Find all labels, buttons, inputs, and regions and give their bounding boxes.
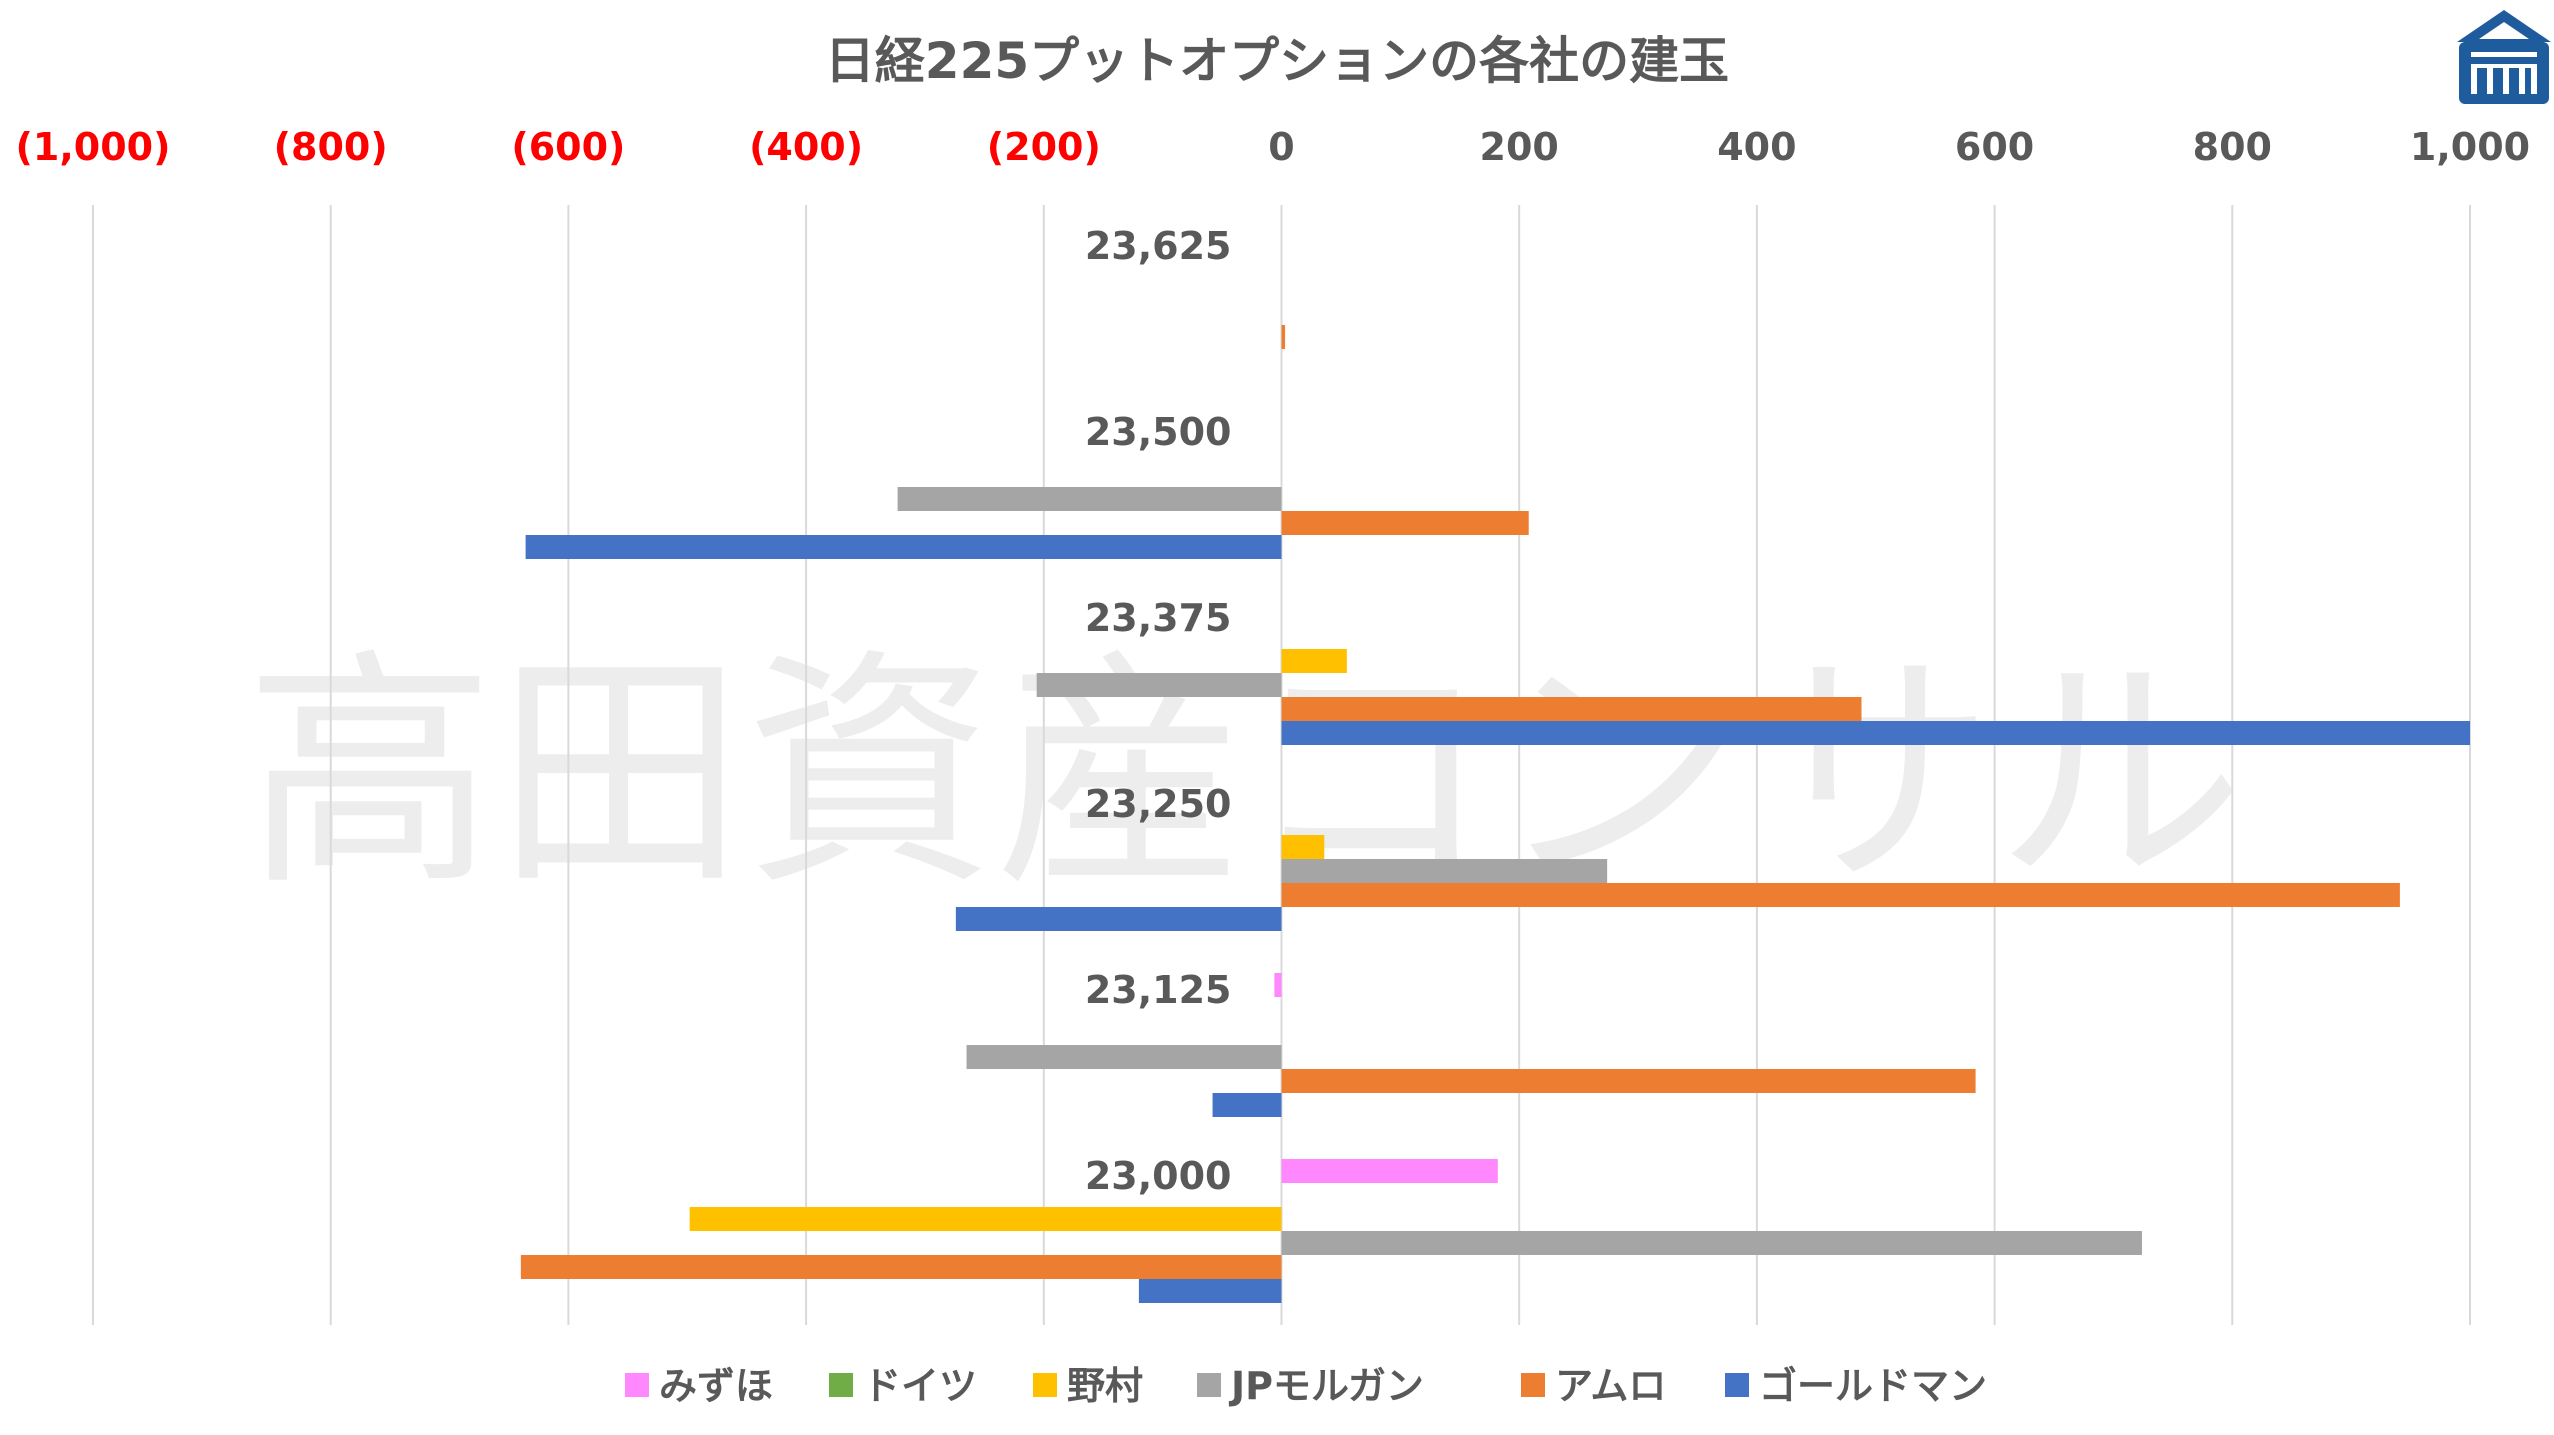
category-label: 23,125 (1085, 968, 1232, 1012)
x-tick-label: 200 (1480, 125, 1559, 169)
category-labels: 23,625 23,500 23,375 23,250 23,125 23,000 (1085, 224, 1232, 1198)
x-tick-label: (1,000) (16, 125, 171, 169)
bar (1281, 325, 1286, 349)
bar (1281, 697, 1862, 721)
legend-label: JPモルガン (1228, 1364, 1424, 1408)
legend-swatch (1521, 1373, 1545, 1397)
x-tick-label: (200) (987, 125, 1101, 169)
legend-swatch (1033, 1373, 1057, 1397)
legend-swatch (1725, 1373, 1749, 1397)
legend: みずほ ドイツ 野村 JPモルガン アムロ ゴールドマン (625, 1364, 1987, 1408)
bar (955, 907, 1282, 931)
bar (1281, 1069, 1976, 1093)
x-tick-label: 0 (1268, 125, 1294, 169)
bar (897, 487, 1282, 511)
legend-swatch (625, 1373, 649, 1397)
x-tick-label: 800 (2193, 125, 2272, 169)
bar (1274, 973, 1282, 997)
bar (1281, 883, 2400, 907)
bar (966, 1045, 1282, 1069)
bar (1138, 1279, 1282, 1303)
x-tick-label: (600) (511, 125, 625, 169)
bar (520, 1255, 1282, 1279)
bar (1281, 721, 2470, 745)
category-label: 23,000 (1085, 1154, 1232, 1198)
bar (1281, 1159, 1498, 1183)
bar (689, 1207, 1282, 1231)
watermark: 高田資産コンサル (245, 628, 2245, 919)
gridlines (92, 205, 2471, 1325)
bar (1281, 1231, 2142, 1255)
bar (1036, 673, 1282, 697)
x-tick-label: 600 (1955, 125, 2034, 169)
x-tick-label: (800) (274, 125, 388, 169)
bar (1281, 649, 1347, 673)
bar (1281, 511, 1529, 535)
category-label: 23,500 (1085, 410, 1232, 454)
bar (1281, 859, 1608, 883)
legend-label: みずほ (659, 1364, 773, 1408)
bar (525, 535, 1282, 559)
legend-label: 野村 (1067, 1364, 1143, 1408)
bars (520, 325, 2470, 1303)
logo-icon (2457, 10, 2551, 104)
bar (1212, 1093, 1282, 1117)
legend-label: アムロ (1555, 1364, 1666, 1408)
legend-label: ドイツ (863, 1364, 977, 1408)
category-label: 23,375 (1085, 596, 1232, 640)
x-tick-label: 1,000 (2410, 125, 2530, 169)
legend-label: ゴールドマン (1759, 1364, 1987, 1408)
x-axis-tick-labels: (1,000) (800) (600) (400) (200) 0 200 400 600 800… (16, 125, 2531, 169)
chart-title: 日経225プットオプションの各社の建玉 (825, 32, 1729, 90)
category-label: 23,625 (1085, 224, 1232, 268)
legend-swatch (1197, 1373, 1221, 1397)
legend-swatch (829, 1373, 853, 1397)
bar (1281, 835, 1325, 859)
x-tick-label: 400 (1717, 125, 1796, 169)
category-label: 23,250 (1085, 782, 1232, 826)
x-tick-label: (400) (749, 125, 863, 169)
